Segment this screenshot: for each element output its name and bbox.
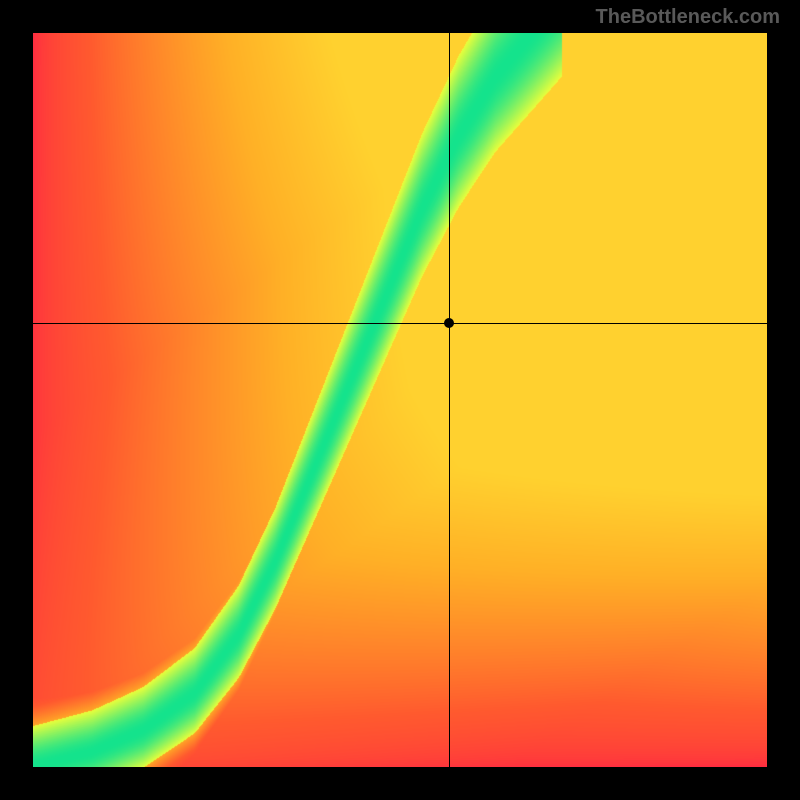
watermark-text: TheBottleneck.com	[596, 6, 780, 29]
heatmap-plot	[33, 33, 767, 767]
crosshair-marker-dot	[444, 318, 454, 328]
crosshair-vertical	[449, 33, 450, 767]
crosshair-horizontal	[33, 323, 767, 324]
heatmap-canvas	[33, 33, 767, 767]
